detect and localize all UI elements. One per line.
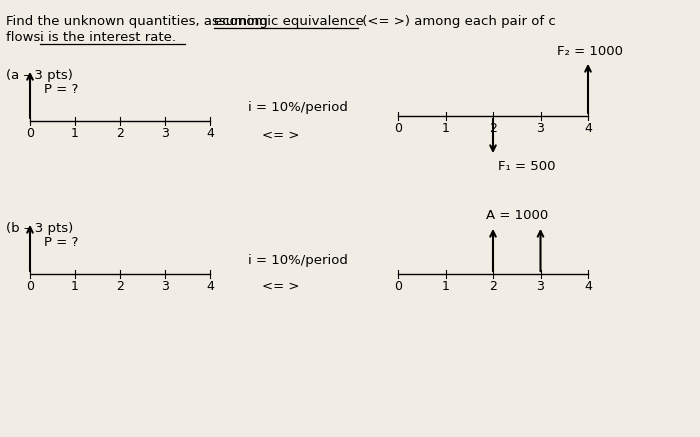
Text: 4: 4 [206, 127, 214, 140]
Text: (<= >) among each pair of c: (<= >) among each pair of c [358, 15, 556, 28]
Text: 1: 1 [71, 127, 79, 140]
Text: 1: 1 [71, 280, 79, 293]
Text: 2: 2 [116, 127, 124, 140]
Text: 0: 0 [26, 127, 34, 140]
Text: economic equivalence: economic equivalence [214, 15, 364, 28]
Text: i is the interest rate.: i is the interest rate. [40, 31, 176, 44]
Text: i = 10%/period: i = 10%/period [248, 101, 348, 114]
Text: 4: 4 [584, 122, 592, 135]
Text: 2: 2 [489, 280, 497, 293]
Text: 2: 2 [116, 280, 124, 293]
Text: <= >: <= > [262, 280, 300, 293]
Text: Find the unknown quantities, assuming: Find the unknown quantities, assuming [6, 15, 272, 28]
Text: 4: 4 [206, 280, 214, 293]
Text: 1: 1 [442, 122, 449, 135]
Text: F₁ = 500: F₁ = 500 [498, 160, 556, 173]
Text: 3: 3 [161, 280, 169, 293]
Text: P = ?: P = ? [44, 83, 78, 96]
Text: (b – 3 pts): (b – 3 pts) [6, 222, 74, 235]
Text: i = 10%/period: i = 10%/period [248, 254, 348, 267]
Text: <= >: <= > [262, 129, 300, 142]
Text: 0: 0 [394, 280, 402, 293]
Text: 4: 4 [584, 280, 592, 293]
Text: 1: 1 [442, 280, 449, 293]
Text: (a – 3 pts): (a – 3 pts) [6, 69, 73, 82]
Text: 3: 3 [161, 127, 169, 140]
Text: A = 1000: A = 1000 [486, 209, 548, 222]
Text: 3: 3 [537, 280, 545, 293]
Text: 0: 0 [394, 122, 402, 135]
Text: P = ?: P = ? [44, 236, 78, 249]
Text: 0: 0 [26, 280, 34, 293]
Text: flows.: flows. [6, 31, 53, 44]
Text: 2: 2 [489, 122, 497, 135]
Text: 3: 3 [537, 122, 545, 135]
Text: F₂ = 1000: F₂ = 1000 [557, 45, 623, 58]
